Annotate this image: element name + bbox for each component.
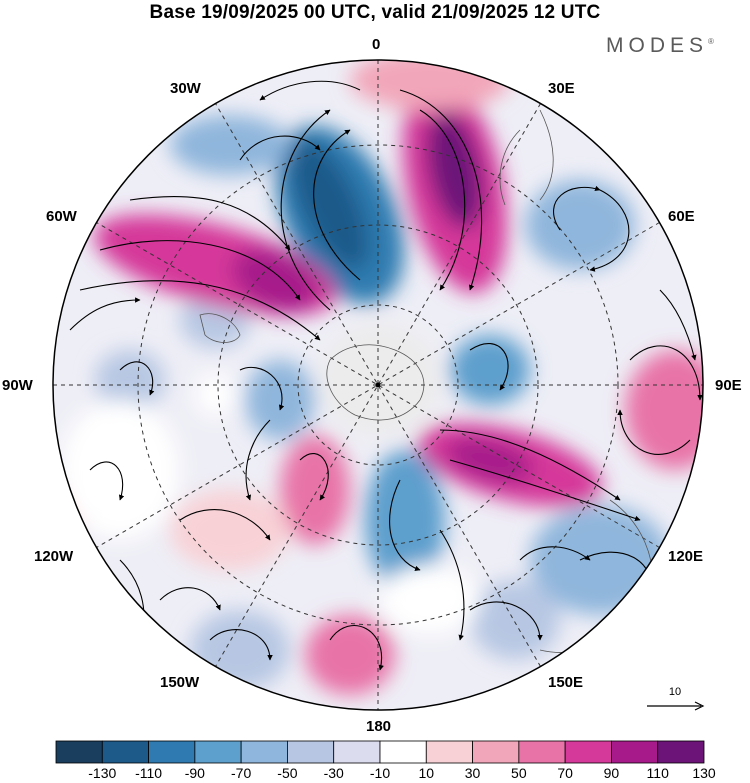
colorbar-swatch	[101, 740, 149, 764]
colorbar-swatch	[240, 740, 288, 764]
map-title: Base 19/09/2025 00 UTC, valid 21/09/2025…	[149, 2, 601, 23]
colorbar-tick-label: 130	[692, 765, 716, 781]
colorbar-tick-label: -30	[323, 765, 344, 781]
colorbar-tick-label: 10	[418, 765, 435, 781]
label-lon-30e: 30E	[548, 80, 575, 97]
colorbar-tick-label: -10	[369, 765, 391, 781]
colorbar-swatch	[55, 740, 103, 764]
wind-streamlines	[69, 80, 703, 671]
colorbar-swatch	[425, 740, 473, 764]
map-border	[52, 59, 704, 711]
colorbar-tick-label: 90	[603, 765, 620, 781]
colorbar	[55, 740, 705, 764]
colorbar-tick-label: -110	[135, 765, 163, 781]
label-lon-120w: 120W	[34, 548, 74, 565]
colorbar-swatch	[194, 740, 242, 764]
colorbar-swatch	[657, 740, 705, 764]
colorbar-tick-label: -130	[88, 765, 117, 781]
colorbar-tick-label: 30	[464, 765, 481, 781]
label-lon-30w: 30W	[170, 80, 201, 97]
label-lon-0: 0	[372, 36, 381, 53]
colorbar-swatch	[611, 740, 659, 764]
colorbar-tick-label: 50	[511, 765, 527, 781]
label-lon-90w: 90W	[2, 377, 33, 394]
label-lon-150e: 150E	[548, 674, 584, 691]
colorbar-swatch	[564, 740, 612, 764]
south-pole-marker	[375, 382, 381, 388]
modes-logo: MODES®	[606, 34, 714, 57]
reference-vector-label: 10	[668, 686, 682, 698]
label-lon-60e: 60E	[668, 208, 695, 225]
colorbar-swatch	[148, 740, 196, 764]
label-lon-150w: 150W	[160, 674, 200, 691]
colorbar-tick-label: -50	[277, 765, 298, 781]
colorbar-tick-label: -90	[184, 765, 205, 781]
colorbar-swatch	[472, 740, 520, 764]
colorbar-swatch	[333, 740, 381, 764]
label-lon-90e: 90E	[715, 377, 742, 394]
colorbar-swatch	[518, 740, 566, 764]
label-lon-180: 180	[366, 718, 392, 735]
colorbar-swatch	[287, 740, 335, 764]
colorbar-tick-label: -70	[231, 765, 252, 781]
graticule	[53, 60, 703, 710]
colorbar-tick-label: 70	[557, 765, 573, 781]
label-lon-60w: 60W	[46, 208, 77, 225]
colorbar-tick-label: 110	[646, 765, 669, 781]
colorbar-swatch	[379, 740, 427, 764]
reference-vector-arrow	[647, 701, 705, 711]
label-lon-120e: 120E	[668, 548, 704, 565]
